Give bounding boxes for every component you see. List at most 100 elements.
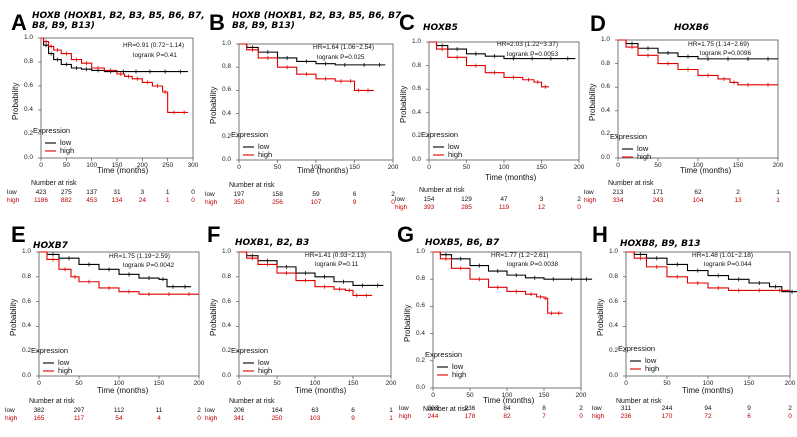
risk-count-high: 350 [233,199,245,206]
risk-count-high: 54 [115,415,123,422]
risk-count-low: 63 [311,407,319,414]
y-tick-label: 0.4 [22,322,32,330]
legend-high: high [452,370,467,379]
y-tick-label: 0.0 [222,156,232,163]
y-tick-label: 1.0 [222,40,232,47]
risk-count-high: 119 [498,204,510,211]
risk-count-low: 423 [35,189,47,196]
km-panel-h: H HOXB8, B9, B13 0.0 0.2 0.4 0.6 0.8 1.0 0 50 100 1… [590,220,797,435]
risk-count-high: 7 [542,413,546,420]
y-tick-label: 0.2 [222,347,232,355]
y-tick-label: 0.4 [222,322,232,330]
legend-high: high [645,364,660,373]
y-tick-label: 0.2 [601,130,611,138]
y-tick-label: 0.2 [22,347,32,355]
x-tick-label: 50 [62,162,70,169]
km-curve-high [239,251,372,296]
logrank-p: logrank P=0.0042 [123,262,175,269]
chart-title-line: HOXB8, B9, B13 [620,239,701,249]
y-tick-label: 0.4 [222,109,232,117]
x-tick-label: 200 [193,380,205,387]
panel-letter: F [207,222,221,247]
risk-count-low: 11 [155,407,163,414]
hazard-ratio: HR=1.41 (0.93−2.13) [305,252,367,259]
km-curve-low [618,39,778,60]
risk-row-label-low: low [584,189,594,196]
y-tick-label: 1.0 [601,36,611,43]
chart-title-line: B8, B9, B13) [232,21,295,31]
km-curve-low [41,37,188,73]
legend-title: Expression [31,346,69,355]
km-panel-f: F HOXB1, B2, B3 0.0 0.2 0.4 0.6 0.8 1.0 0 50 100 15… [205,220,396,435]
y-tick-label: 0.4 [412,108,422,116]
km-panel-d: D HOXB6 0.0 0.2 0.4 0.6 0.8 1.0 0 50 100 150 200 Prob… [584,10,793,210]
y-tick-label: 0.6 [22,297,32,305]
km-panel-b: B HOXB (HOXB1, B2, B3, B5, B6, B7, B8, B9,… [205,10,405,210]
y-tick-label: 0.2 [609,347,619,355]
risk-count-low: 62 [694,189,702,196]
chart-title-line: HOXB5, B6, B7 [425,238,500,248]
risk-count-high: 1 [776,197,780,204]
x-tick-label: 200 [136,162,148,169]
x-tick-label: 150 [153,380,165,387]
km-panel-e: E HOXB7 0.0 0.2 0.4 0.6 0.8 1.0 0 50 100 150 200 Prob… [5,220,205,435]
risk-count-high: 134 [111,197,123,204]
y-tick-label: 0.0 [601,154,611,161]
risk-count-low: 59 [312,191,320,198]
x-tick-label: 200 [573,164,585,171]
legend-high: high [58,366,73,375]
x-tick-label: 300 [187,162,199,169]
x-tick-label: 0 [616,162,620,169]
x-tick-label: 0 [431,392,435,399]
y-tick-label: 0.8 [222,63,232,71]
legend-title: Expression [33,126,71,135]
risk-count-low: 171 [652,189,664,196]
x-tick-label: 50 [663,380,671,387]
x-tick-label: 0 [427,164,431,171]
panel-letter: H [592,222,608,247]
x-tick-label: 150 [349,164,360,171]
risk-row-label-low: low [205,407,215,414]
risk-count-high: 882 [60,197,72,204]
y-tick-label: 0.8 [412,61,422,69]
legend-high: high [60,146,75,155]
chart-title-line: HOXB1, B2, B3 [235,238,310,248]
logrank-p: logrank P=0.044 [704,261,752,268]
risk-count-high: 0 [391,199,395,206]
risk-count-high: 453 [86,197,98,204]
legend-low: low [258,142,270,151]
risk-count-low: 6 [352,191,357,198]
km-panel-a: A HOXB (HOXB1, B2, B3, B5, B6, B7, B8, B9,… [5,10,205,210]
x-tick-label: 100 [113,380,125,387]
risk-count-low: 2 [579,405,583,412]
x-axis-label: Time (months) [297,166,349,175]
logrank-p: logrank P=0.41 [133,52,177,59]
risk-count-low: 3 [140,189,145,196]
y-tick-label: 0.8 [222,272,232,280]
risk-row-label-high: high [7,197,20,204]
legend-low: low [452,362,464,371]
number-at-risk-title: Number at risk [616,398,662,405]
km-plot [36,251,200,379]
risk-count-low: 94 [704,405,712,412]
risk-row-label-high: high [205,199,218,206]
x-axis-label: Time (months) [97,386,149,395]
x-tick-label: 100 [86,162,98,169]
x-tick-label: 150 [347,380,359,387]
km-curve-high [618,39,778,86]
risk-row-label-low: low [395,196,405,203]
risk-count-high: 12 [537,204,546,211]
risk-count-high: 244 [427,413,439,420]
risk-count-high: 178 [464,413,476,420]
y-tick-label: 0.6 [609,297,619,305]
risk-count-high: 103 [309,415,321,422]
risk-row-label-high: high [592,413,605,420]
risk-count-high: 243 [652,197,664,204]
x-tick-label: 150 [536,164,547,171]
x-tick-label: 50 [273,380,281,387]
x-tick-label: 50 [466,392,474,399]
km-curve-low [429,41,576,60]
risk-count-low: 275 [60,189,72,196]
risk-count-high: 9 [352,199,357,206]
x-tick-label: 0 [237,380,241,387]
